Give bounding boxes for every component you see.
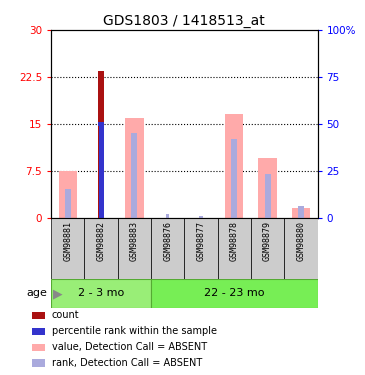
Bar xyxy=(131,133,137,218)
Text: GSM98881: GSM98881 xyxy=(63,220,72,261)
Bar xyxy=(51,217,84,279)
Bar xyxy=(151,217,184,279)
Bar xyxy=(298,206,304,218)
Bar xyxy=(51,279,151,308)
Bar xyxy=(65,189,71,217)
Text: ▶: ▶ xyxy=(53,287,62,300)
Title: GDS1803 / 1418513_at: GDS1803 / 1418513_at xyxy=(103,13,265,28)
Bar xyxy=(118,217,151,279)
Text: age: age xyxy=(27,288,47,298)
Text: percentile rank within the sample: percentile rank within the sample xyxy=(52,326,217,336)
Bar xyxy=(32,344,45,351)
Bar xyxy=(218,217,251,279)
Bar xyxy=(99,122,104,218)
Text: rank, Detection Call = ABSENT: rank, Detection Call = ABSENT xyxy=(52,358,202,368)
Text: GSM98882: GSM98882 xyxy=(97,220,105,261)
Bar xyxy=(98,122,104,126)
Bar xyxy=(32,360,45,367)
Bar xyxy=(199,216,203,217)
Bar xyxy=(258,158,277,218)
Text: GSM98878: GSM98878 xyxy=(230,220,239,261)
Bar xyxy=(284,217,318,279)
Text: GSM98879: GSM98879 xyxy=(263,220,272,261)
Bar xyxy=(84,217,118,279)
Bar xyxy=(166,214,169,217)
Bar xyxy=(59,171,77,217)
Text: count: count xyxy=(52,310,80,321)
Bar xyxy=(151,279,318,308)
Text: GSM98880: GSM98880 xyxy=(296,220,306,261)
Bar xyxy=(265,174,270,217)
Bar xyxy=(98,70,104,217)
Text: 22 - 23 mo: 22 - 23 mo xyxy=(204,288,265,298)
Text: GSM98876: GSM98876 xyxy=(163,220,172,261)
Bar xyxy=(125,117,143,218)
Bar xyxy=(32,328,45,335)
Bar xyxy=(251,217,284,279)
Bar xyxy=(231,140,237,218)
Bar xyxy=(292,208,310,218)
Bar xyxy=(184,217,218,279)
Bar xyxy=(225,114,243,218)
Text: 2 - 3 mo: 2 - 3 mo xyxy=(78,288,124,298)
Text: GSM98877: GSM98877 xyxy=(196,220,205,261)
Text: GSM98883: GSM98883 xyxy=(130,220,139,261)
Text: value, Detection Call = ABSENT: value, Detection Call = ABSENT xyxy=(52,342,207,352)
Bar xyxy=(32,312,45,319)
